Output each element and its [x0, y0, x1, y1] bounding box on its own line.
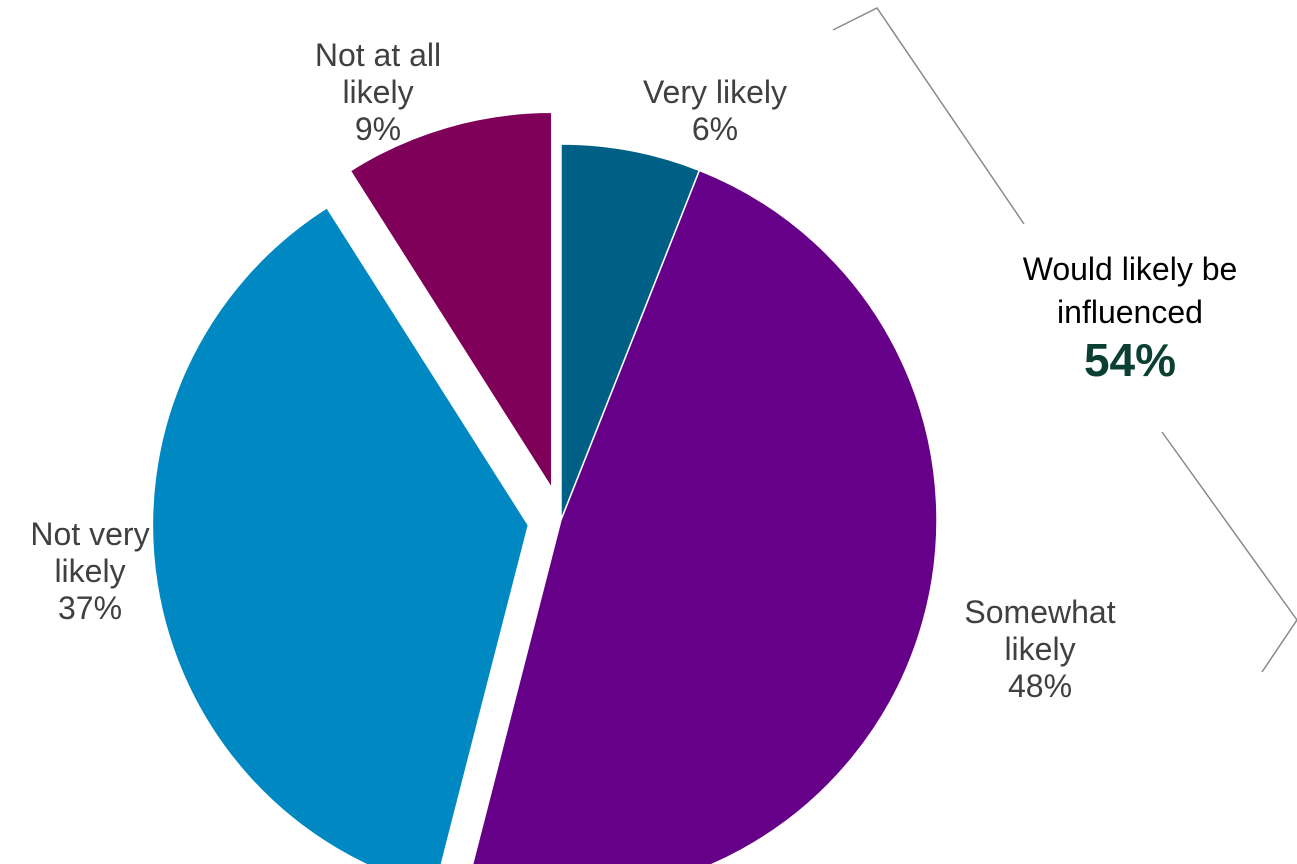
pie-slice-notvery: [151, 206, 530, 864]
influenced-callout: Would likely be influenced 54%: [960, 248, 1297, 386]
slice-value-label: 9%: [354, 111, 402, 147]
pie-slice-somewhat: [471, 169, 938, 864]
slice-label-line: likely: [54, 553, 126, 589]
callout-bracket-bottom: [1161, 431, 1297, 673]
slice-label-line: Not at all: [314, 37, 442, 73]
callout-bracket-top: [832, 7, 1025, 225]
slice-label-line: Somewhat: [964, 594, 1116, 630]
pie-slice-very: [560, 143, 701, 521]
slice-label-very-likely: Very likely 6%: [585, 74, 845, 148]
slice-value-label: 48%: [1007, 668, 1073, 704]
slice-label-line: likely: [1004, 631, 1076, 667]
slice-label-not-very-likely: Not very likely 37%: [0, 516, 190, 627]
slice-label-not-at-all-likely: Not at all likely 9%: [248, 37, 508, 148]
pie-slice-notatall: [349, 111, 553, 491]
slice-label-line: likely: [342, 74, 414, 110]
slice-value-label: 37%: [57, 590, 123, 626]
slice-label-line: Very likely: [642, 74, 788, 110]
slice-label-somewhat-likely: Somewhat likely 48%: [920, 594, 1160, 705]
slice-label-line: Not very: [30, 516, 150, 552]
callout-value: 54%: [1083, 334, 1177, 386]
callout-text: Would likely be influenced: [1022, 251, 1238, 330]
slice-value-label: 6%: [691, 111, 739, 147]
